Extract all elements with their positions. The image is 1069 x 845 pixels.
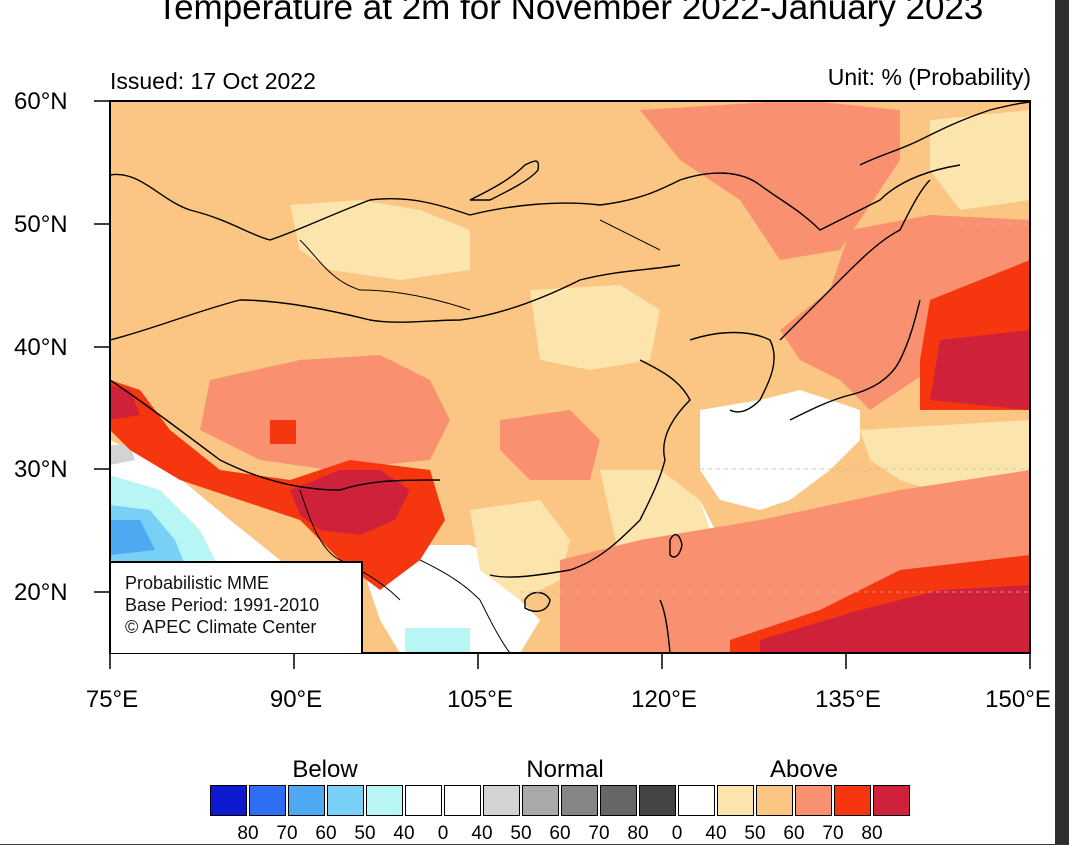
legend-swatch-6 <box>444 785 481 816</box>
issued-date: Issued: 17 Oct 2022 <box>110 68 316 94</box>
legend-tick-1: 70 <box>276 823 298 844</box>
legend-tick-9: 70 <box>588 823 610 844</box>
map-frame <box>109 100 1031 654</box>
above-80-region-japan-pacific <box>930 330 1030 410</box>
lat-label-50n: 50°N <box>14 211 68 238</box>
above-70-region-himalaya <box>110 380 445 590</box>
lat-label-40n: 40°N <box>14 334 68 361</box>
legend-normal-label: Normal <box>526 756 604 783</box>
above-80-region-myanmar <box>290 470 410 535</box>
info-box: Probabilistic MME Base Period: 1991-2010… <box>111 561 363 653</box>
below-60-region-west <box>110 520 155 555</box>
legend-tick-15: 70 <box>822 823 844 844</box>
below-40-region-south <box>405 628 470 653</box>
lat-label-20n: 20°N <box>14 579 68 606</box>
legend-tick-8: 60 <box>549 823 571 844</box>
above-60-region-tibet <box>200 355 450 470</box>
above-60-region-japan-sea <box>780 215 1030 410</box>
normal-region-west <box>110 440 280 600</box>
legend-swatch-11 <box>639 785 676 816</box>
legend-below-label: Below <box>292 756 358 783</box>
lon-label-90e: 90°E <box>269 686 323 713</box>
unit-label: Unit: % (Probability) <box>827 64 1031 90</box>
legend-swatch-1 <box>249 785 286 816</box>
legend-swatch-17 <box>873 785 910 816</box>
legend-tick-7: 50 <box>510 823 532 844</box>
above-60-region-central <box>500 410 600 480</box>
above-70-spot <box>270 420 296 444</box>
coastlines <box>110 101 1030 653</box>
lat-label-30n: 30°N <box>14 456 68 483</box>
legend-swatch-2 <box>288 785 325 816</box>
lon-label-150e: 150°E <box>985 686 1051 713</box>
lon-label-75e: 75°E <box>85 686 139 713</box>
legend-swatch-12 <box>678 785 715 816</box>
legend-swatch-14 <box>756 785 793 816</box>
above-40-region-mongolia <box>290 200 470 280</box>
gridlines <box>520 223 1030 593</box>
legend-above-label: Above <box>769 756 839 783</box>
legend-swatch-8 <box>522 785 559 816</box>
normal-region-east-china <box>700 390 860 510</box>
lon-ticks <box>109 653 1031 669</box>
legend-swatch-16 <box>834 785 871 816</box>
legend-tick-16: 80 <box>861 823 883 844</box>
lon-label-105e: 105°E <box>447 686 513 713</box>
legend-swatch-5 <box>405 785 442 816</box>
legend-swatch-4 <box>366 785 403 816</box>
legend-swatch-15 <box>795 785 832 816</box>
legend-swatch-7 <box>483 785 520 816</box>
above-40-region-indochina <box>470 500 570 600</box>
lon-label-120e: 120°E <box>631 686 697 713</box>
legend-swatch-13 <box>717 785 754 816</box>
above-40-region-siberia <box>930 110 1030 210</box>
legend-tick-4: 40 <box>393 823 415 844</box>
info-box-credit: © APEC Climate Center <box>125 617 317 637</box>
lon-label-135e: 135°E <box>815 686 881 713</box>
legend-tick-11: 0 <box>671 823 683 844</box>
lat-ticks <box>94 100 110 593</box>
legend-tick-5: 0 <box>437 823 449 844</box>
legend-swatch-10 <box>600 785 637 816</box>
legend-tick-0: 80 <box>237 823 259 844</box>
above-40-region-north-china <box>530 285 660 370</box>
lat-label-60n: 60°N <box>14 88 68 115</box>
legend-tick-3: 50 <box>354 823 376 844</box>
legend-swatch-3 <box>327 785 364 816</box>
legend-tick-2: 60 <box>315 823 337 844</box>
legend-swatch-9 <box>561 785 598 816</box>
map-title: Temperature at 2m for November 2022-Janu… <box>156 0 984 27</box>
legend-tick-12: 40 <box>705 823 727 844</box>
legend-tick-6: 40 <box>471 823 493 844</box>
above-80-region-west <box>110 385 140 420</box>
above-60-region-northeast <box>640 101 900 260</box>
legend-tick-13: 50 <box>744 823 766 844</box>
legend-tick-14: 60 <box>783 823 805 844</box>
legend-colorbar <box>210 785 912 816</box>
country-borders <box>299 219 661 653</box>
legend-swatch-0 <box>210 785 247 816</box>
info-box-model: Probabilistic MME <box>125 573 270 593</box>
normal-50-region <box>110 445 135 465</box>
above-80-region-philippine-sea <box>760 585 1030 653</box>
info-box-base-period: Base Period: 1991-2010 <box>125 595 320 615</box>
legend-tick-10: 80 <box>627 823 649 844</box>
